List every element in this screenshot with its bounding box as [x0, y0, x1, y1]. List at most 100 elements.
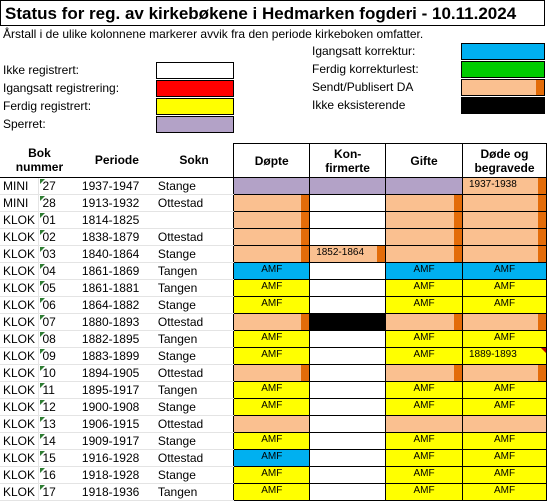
status-cell-dode[interactable]: AMF — [461, 432, 547, 450]
book-type[interactable]: KLOK — [0, 398, 39, 416]
status-cell-dopte[interactable]: AMF — [233, 398, 311, 416]
status-cell-konfirmerte[interactable] — [309, 177, 387, 195]
status-cell-konfirmerte[interactable] — [309, 432, 387, 450]
book-number[interactable]: 12 — [38, 398, 79, 416]
book-number[interactable]: 28 — [38, 194, 79, 212]
period[interactable]: 1814-1825 — [78, 211, 155, 229]
book-number[interactable]: 13 — [38, 415, 79, 433]
status-cell-dopte[interactable]: AMF — [233, 381, 311, 399]
book-number[interactable]: 14 — [38, 432, 79, 450]
book-type[interactable]: KLOK — [0, 279, 39, 297]
period[interactable]: 1883-1899 — [78, 347, 155, 365]
status-cell-gifte[interactable] — [385, 245, 463, 263]
status-cell-dode[interactable]: AMF — [461, 398, 547, 416]
period[interactable]: 1840-1864 — [78, 245, 155, 263]
status-cell-gifte[interactable] — [385, 177, 463, 195]
status-cell-konfirmerte[interactable] — [309, 313, 387, 331]
status-cell-konfirmerte[interactable] — [309, 398, 387, 416]
book-type[interactable]: KLOK — [0, 330, 39, 348]
status-cell-dode[interactable]: 1889-1893 — [461, 347, 547, 365]
book-type[interactable]: KLOK — [0, 313, 39, 331]
period[interactable]: 1880-1893 — [78, 313, 155, 331]
book-number[interactable]: 16 — [38, 466, 79, 484]
period[interactable]: 1916-1928 — [78, 449, 155, 467]
sokn[interactable]: Tangen — [154, 381, 234, 399]
sokn[interactable]: Stange — [154, 296, 234, 314]
book-number[interactable]: 03 — [38, 245, 79, 263]
status-cell-dode[interactable]: AMF — [461, 483, 547, 501]
status-cell-dode[interactable]: AMF — [461, 466, 547, 484]
status-cell-dode[interactable]: 1937-1938 — [461, 177, 547, 195]
book-type[interactable]: MINI — [0, 177, 39, 195]
status-cell-dopte[interactable] — [233, 415, 311, 433]
status-cell-gifte[interactable]: AMF — [385, 483, 463, 501]
status-cell-gifte[interactable] — [385, 228, 463, 246]
sokn[interactable]: Tangen — [154, 330, 234, 348]
period[interactable]: 1913-1932 — [78, 194, 155, 212]
status-cell-dopte[interactable]: AMF — [233, 483, 311, 501]
status-cell-konfirmerte[interactable] — [309, 483, 387, 501]
status-cell-konfirmerte[interactable] — [309, 466, 387, 484]
book-type[interactable]: KLOK — [0, 483, 39, 501]
status-cell-konfirmerte[interactable] — [309, 228, 387, 246]
status-cell-dode[interactable]: AMF — [461, 262, 547, 280]
status-cell-dode[interactable]: AMF — [461, 279, 547, 297]
status-cell-gifte[interactable]: AMF — [385, 449, 463, 467]
status-cell-konfirmerte[interactable] — [309, 347, 387, 365]
header-bok[interactable]: Bok nummer — [0, 143, 79, 178]
status-cell-dode[interactable] — [461, 415, 547, 433]
book-number[interactable]: 27 — [38, 177, 79, 195]
sokn[interactable]: Stange — [154, 466, 234, 484]
status-cell-konfirmerte[interactable] — [309, 296, 387, 314]
sokn[interactable]: Stange — [154, 245, 234, 263]
book-number[interactable]: 04 — [38, 262, 79, 280]
sokn[interactable]: Tangen — [154, 279, 234, 297]
status-cell-dopte[interactable] — [233, 245, 311, 263]
book-number[interactable]: 08 — [38, 330, 79, 348]
book-number[interactable]: 07 — [38, 313, 79, 331]
book-number[interactable]: 06 — [38, 296, 79, 314]
period[interactable]: 1937-1947 — [78, 177, 155, 195]
header-konfirmerte[interactable]: Kon- firmerte — [309, 143, 387, 178]
book-number[interactable]: 01 — [38, 211, 79, 229]
status-cell-gifte[interactable]: AMF — [385, 330, 463, 348]
status-cell-dopte[interactable]: AMF — [233, 279, 311, 297]
sokn[interactable]: Tangen — [154, 262, 234, 280]
book-type[interactable]: KLOK — [0, 415, 39, 433]
book-number[interactable]: 02 — [38, 228, 79, 246]
book-number[interactable]: 09 — [38, 347, 79, 365]
status-cell-gifte[interactable]: AMF — [385, 262, 463, 280]
status-cell-gifte[interactable]: AMF — [385, 381, 463, 399]
status-cell-gifte[interactable]: AMF — [385, 398, 463, 416]
period[interactable]: 1864-1882 — [78, 296, 155, 314]
book-type[interactable]: KLOK — [0, 211, 39, 229]
status-cell-gifte[interactable]: AMF — [385, 279, 463, 297]
sokn[interactable]: Stange — [154, 432, 234, 450]
status-cell-dopte[interactable] — [233, 364, 311, 382]
status-cell-dode[interactable] — [461, 245, 547, 263]
status-cell-dode[interactable]: AMF — [461, 330, 547, 348]
status-cell-dode[interactable]: AMF — [461, 381, 547, 399]
header-gifte[interactable]: Gifte — [385, 143, 463, 178]
status-cell-dode[interactable]: AMF — [461, 296, 547, 314]
status-cell-dopte[interactable] — [233, 194, 311, 212]
header-dopte[interactable]: Døpte — [233, 143, 311, 178]
period[interactable]: 1882-1895 — [78, 330, 155, 348]
period[interactable]: 1900-1908 — [78, 398, 155, 416]
book-type[interactable]: KLOK — [0, 245, 39, 263]
sokn[interactable]: Ottestad — [154, 228, 234, 246]
book-number[interactable]: 05 — [38, 279, 79, 297]
status-cell-dode[interactable]: AMF — [461, 449, 547, 467]
period[interactable]: 1895-1917 — [78, 381, 155, 399]
header-dode[interactable]: Døde og begravede — [461, 143, 547, 178]
header-periode[interactable]: Periode — [78, 143, 155, 178]
sokn[interactable]: Ottestad — [154, 194, 234, 212]
status-cell-dopte[interactable] — [233, 211, 311, 229]
status-cell-dopte[interactable] — [233, 313, 311, 331]
status-cell-dopte[interactable]: AMF — [233, 449, 311, 467]
status-cell-gifte[interactable]: AMF — [385, 466, 463, 484]
period[interactable]: 1894-1905 — [78, 364, 155, 382]
sokn[interactable]: Stange — [154, 398, 234, 416]
book-type[interactable]: KLOK — [0, 262, 39, 280]
period[interactable]: 1918-1936 — [78, 483, 155, 501]
